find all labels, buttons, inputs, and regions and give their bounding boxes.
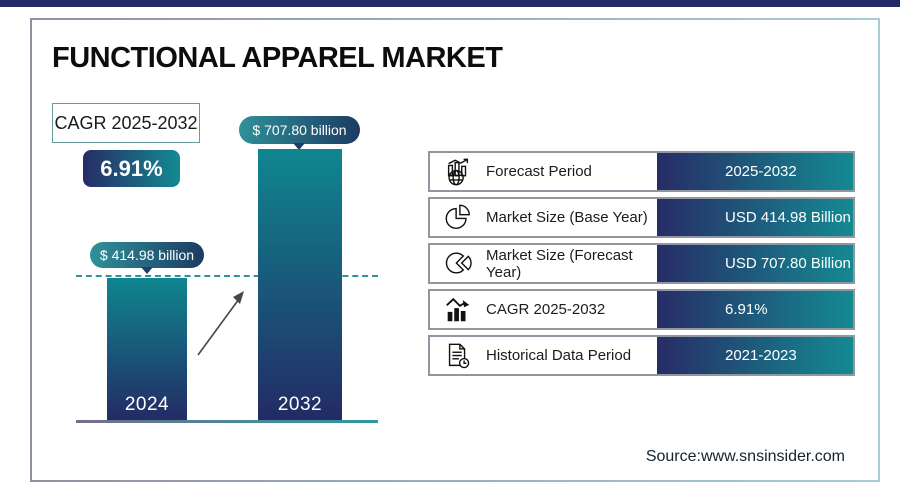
bar-value-label: $ 707.80 billion — [252, 122, 347, 138]
bar-2032: 2032 — [258, 149, 342, 422]
table-row: Forecast Period 2025-2032 — [428, 151, 855, 192]
top-accent-bar — [0, 0, 900, 7]
pill-pointer — [293, 143, 305, 150]
bar-value-pill-2032: $ 707.80 billion — [239, 116, 360, 150]
cagr-value-badge: 6.91% — [83, 150, 180, 187]
bar-growth-icon — [442, 294, 474, 326]
page-title: FUNCTIONAL APPAREL MARKET — [52, 42, 503, 74]
row-label: Historical Data Period — [486, 347, 632, 364]
bar-value-label: $ 414.98 billion — [99, 247, 195, 263]
cagr-label-box: CAGR 2025-2032 — [52, 103, 200, 143]
row-value-cell: 2021-2023 — [657, 337, 853, 374]
bar-value-pill-2024: $ 414.98 billion — [90, 242, 204, 274]
document-clock-icon — [442, 340, 474, 372]
table-row: Market Size (Base Year) USD 414.98 Billi… — [428, 197, 855, 238]
growth-arrow-icon — [197, 291, 244, 356]
pie-chart-icon — [442, 202, 474, 234]
row-label-cell: Forecast Period — [430, 153, 657, 190]
row-value-cell: USD 414.98 Billion — [657, 199, 853, 236]
bar-category-label: 2024 — [124, 394, 170, 415]
row-label: Forecast Period — [486, 163, 592, 180]
source-text: Source:www.snsinsider.com — [645, 448, 845, 465]
pill-pointer — [141, 267, 153, 274]
row-label: Market Size (Forecast Year) — [486, 246, 633, 281]
summary-table: Forecast Period 2025-2032 Market Size (B… — [428, 151, 855, 381]
row-value-cell: 2025-2032 — [657, 153, 853, 190]
bar-category-label: 2032 — [277, 394, 323, 415]
base-year-dashed-line — [76, 275, 378, 277]
row-value-cell: USD 707.80 Billion — [657, 245, 853, 282]
pie-chart-icon — [442, 248, 474, 280]
table-row: Historical Data Period 2021-2023 — [428, 335, 855, 376]
row-label: CAGR 2025-2032 — [486, 301, 606, 318]
row-label: Market Size (Base Year) — [486, 209, 648, 226]
row-label-cell: Market Size (Base Year) — [430, 199, 657, 236]
row-label-cell: Market Size (Forecast Year) — [430, 245, 657, 282]
globe-growth-icon — [442, 156, 474, 188]
chart-baseline — [76, 420, 378, 423]
table-row: Market Size (Forecast Year) USD 707.80 B… — [428, 243, 855, 284]
row-value-cell: 6.91% — [657, 291, 853, 328]
table-row: CAGR 2025-2032 6.91% — [428, 289, 855, 330]
bar-2024: 2024 — [107, 278, 187, 422]
row-label-cell: CAGR 2025-2032 — [430, 291, 657, 328]
row-label-cell: Historical Data Period — [430, 337, 657, 374]
